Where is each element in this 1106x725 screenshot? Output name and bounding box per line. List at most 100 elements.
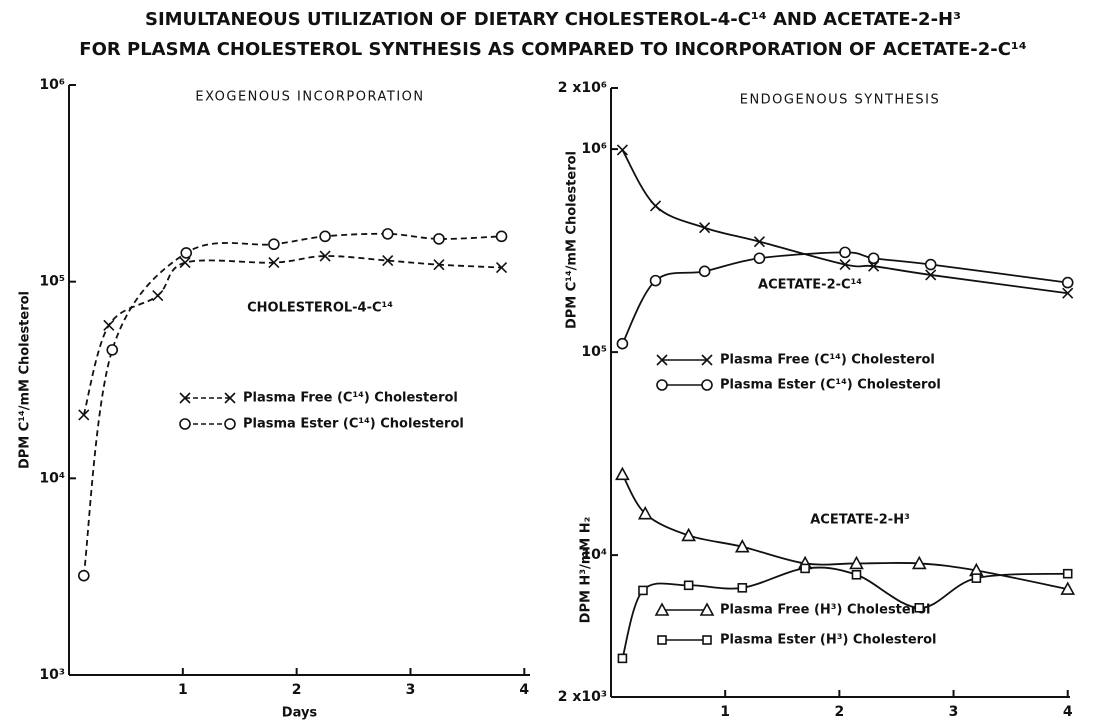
annotation: ACETATE-2-C¹⁴ — [758, 278, 862, 293]
marker — [77, 569, 90, 582]
series-line — [621, 149, 1068, 295]
marker — [851, 569, 862, 580]
x-tick-label: 2 — [292, 682, 302, 698]
marker — [1061, 276, 1074, 289]
marker-square — [683, 580, 694, 591]
subtitle: ENDOGENOUS SYNTHESIS — [740, 93, 941, 108]
marker-x — [1062, 287, 1074, 299]
marker-x — [925, 269, 937, 281]
marker-square — [737, 583, 748, 593]
marker — [649, 274, 662, 287]
marker — [699, 222, 711, 234]
subtitle: EXOGENOUS INCORPORATION — [195, 90, 424, 105]
marker-x — [656, 354, 668, 366]
marker — [616, 337, 629, 350]
marker — [914, 603, 925, 613]
marker — [179, 392, 191, 404]
marker — [638, 585, 648, 596]
marker — [681, 527, 696, 542]
y-axis-label: DPM C¹⁴/mM Cholesterol — [18, 291, 33, 469]
marker-circle — [698, 265, 711, 278]
marker — [495, 230, 508, 243]
marker-triangle — [637, 506, 653, 520]
marker — [656, 354, 668, 366]
marker-x — [701, 354, 713, 366]
y-tick-label: 10³ — [39, 667, 65, 683]
marker — [911, 555, 927, 570]
y-tick-label: 10⁴ — [581, 547, 607, 563]
marker — [319, 230, 331, 243]
marker-x — [433, 259, 445, 271]
marker-circle — [753, 252, 766, 265]
legend-label: Plasma Ester (C¹⁴) Cholesterol — [720, 378, 941, 393]
marker-x — [649, 200, 662, 212]
marker-square — [800, 563, 810, 574]
marker — [702, 635, 712, 645]
marker-square — [914, 603, 925, 613]
x-tick-label: 3 — [949, 704, 959, 720]
marker — [701, 379, 713, 391]
marker — [1060, 581, 1076, 595]
marker-triangle — [1060, 581, 1076, 595]
marker-circle — [268, 238, 280, 251]
marker-x — [495, 261, 508, 274]
marker — [319, 250, 331, 262]
marker-square — [851, 569, 862, 580]
marker-x — [268, 257, 280, 269]
marker-triangle — [654, 602, 670, 616]
marker — [1062, 568, 1073, 579]
marker — [617, 653, 628, 664]
marker — [152, 289, 164, 302]
marker — [268, 257, 280, 269]
series-line — [621, 251, 1068, 345]
y-tick-label: 10⁵ — [581, 344, 607, 360]
marker-x — [616, 144, 628, 156]
marker — [224, 392, 236, 404]
marker — [268, 238, 280, 251]
marker — [656, 379, 668, 391]
marker-circle — [839, 246, 851, 259]
marker-square — [1062, 568, 1073, 579]
marker-x — [152, 289, 164, 302]
marker — [654, 602, 670, 616]
marker — [1062, 287, 1074, 299]
x-tick-label: 1 — [178, 682, 188, 698]
marker — [103, 319, 115, 331]
marker-x — [179, 392, 191, 404]
marker-circle — [319, 230, 331, 243]
marker-square — [971, 573, 982, 583]
y-tick-label: 10⁶ — [581, 141, 607, 157]
marker — [495, 261, 508, 274]
marker-circle — [77, 569, 90, 582]
marker-circle — [924, 258, 937, 271]
marker-x — [224, 392, 236, 404]
marker-square — [702, 635, 712, 645]
marker — [701, 354, 713, 366]
marker — [683, 580, 694, 591]
annotation: CHOLESTEROL-4-C¹⁴ — [247, 301, 393, 316]
marker — [971, 573, 982, 583]
marker-circle — [433, 233, 445, 245]
marker-circle — [381, 228, 394, 240]
marker-triangle — [849, 555, 864, 570]
marker — [925, 269, 937, 281]
y-axis-label: DPM H³/mM H₂ — [579, 517, 594, 624]
marker-circle — [224, 418, 236, 430]
marker — [699, 602, 715, 616]
marker — [649, 200, 662, 212]
marker-circle — [649, 274, 662, 287]
y-tick-label: 10⁶ — [39, 77, 65, 93]
y-tick-label: 2 x10³ — [558, 689, 607, 705]
marker — [753, 236, 765, 248]
legend-label: Plasma Ester (C¹⁴) Cholesterol — [243, 417, 464, 432]
series-line — [82, 255, 502, 416]
marker — [637, 506, 653, 520]
marker-circle — [867, 252, 880, 265]
marker-circle — [179, 418, 191, 430]
marker — [433, 259, 445, 271]
title-line: SIMULTANEOUS UTILIZATION OF DIETARY CHOL… — [145, 9, 961, 30]
marker — [800, 563, 810, 574]
marker-x — [103, 319, 115, 331]
